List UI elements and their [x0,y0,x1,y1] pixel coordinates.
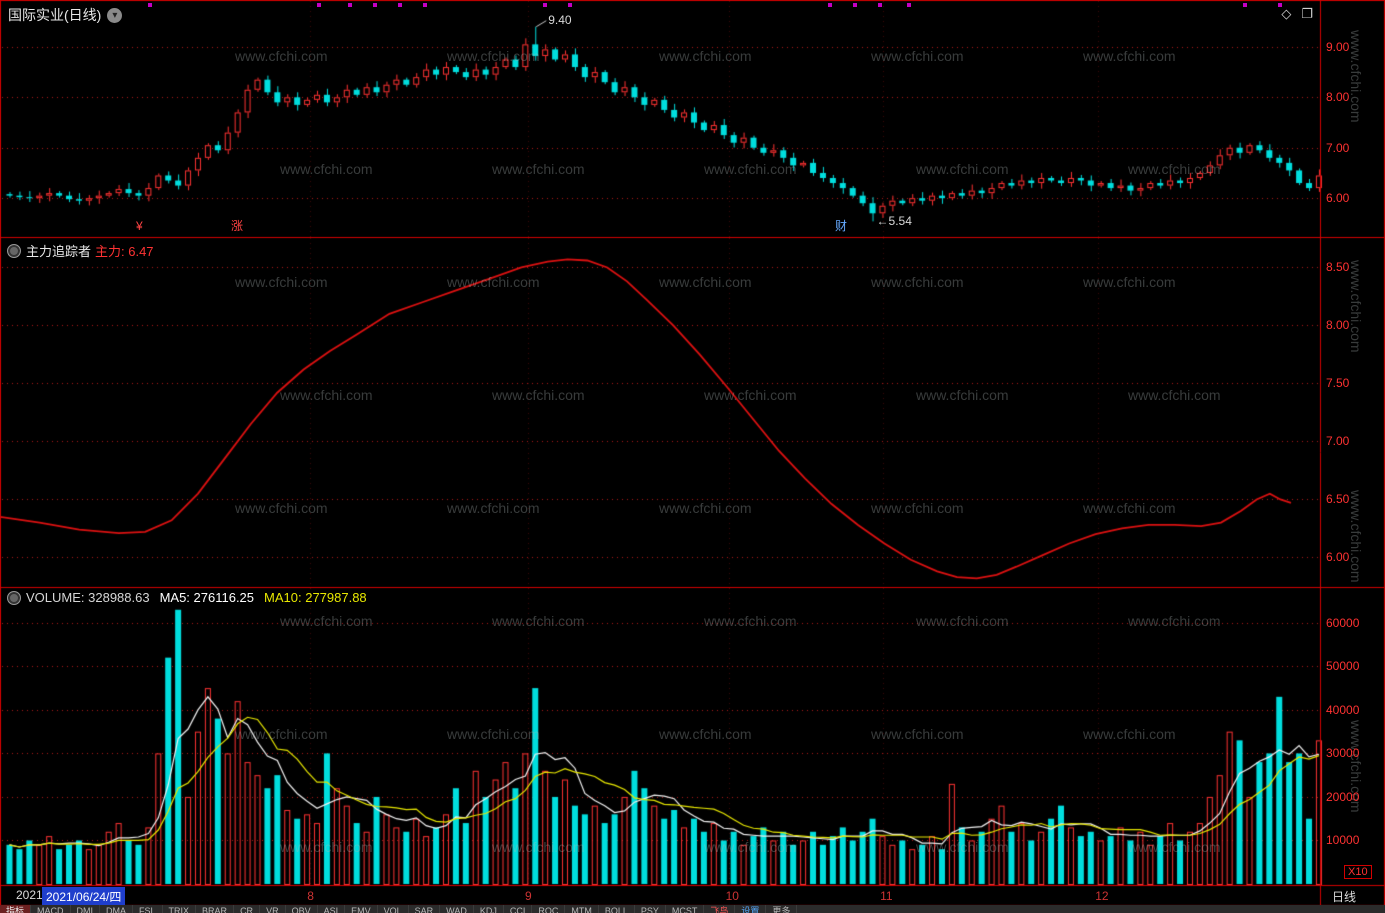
timeline-month-label: 11 [880,889,893,903]
toolbar-item[interactable]: EMV [345,905,378,913]
alert-dot [347,3,352,7]
indicator-eye-icon[interactable] [7,243,21,258]
diamond-icon[interactable]: ◇ [1281,6,1292,21]
toolbar-item[interactable]: MCST [666,905,705,913]
alert-dot [907,3,912,7]
tracker-value: 主力: 6.47 [95,244,154,259]
timeline-year: 2021 [16,888,43,902]
toolbar-item[interactable]: ROC [532,905,566,913]
alert-dot [828,3,833,7]
indicator-toolbar: 指标 MACD DMI DMA FSL TRIX BRAR CR VR OBV ASI EMV VOL S… [0,905,1385,913]
tracker-title: 主力追踪者 [26,244,92,259]
axis-tick-label: 6.00 [1326,191,1350,206]
axis-tick-label: 6.50 [1326,492,1350,507]
toolbar-item[interactable]: CCI [504,905,533,913]
event-marker[interactable]: 财 [835,219,848,233]
event-marker[interactable]: ¥ [136,219,143,233]
stock-title: 国际实业(日线) [8,7,102,23]
timeline-date-highlight: 2021/06/24/四 [42,887,126,906]
timeline-month-label: 8 [307,889,314,903]
low-price-annotation: ←5.54 [876,214,912,229]
timeline-month-label: 9 [525,889,532,903]
axis-tick-label: 9.00 [1326,39,1350,54]
panel-layout-icon[interactable]: ❐ [1301,6,1313,21]
axis-tick-label: 10000 [1326,833,1360,848]
toolbar-item[interactable]: DMI [71,905,101,913]
axis-tick-label: 40000 [1326,702,1360,717]
alert-dot [853,3,858,7]
toolbar-item[interactable]: KDJ [474,905,504,913]
window-corner-icons: ◇ ❐ [1281,6,1313,22]
event-marker[interactable]: 涨 [231,219,244,233]
toolbar-item[interactable]: 指标 [0,905,32,913]
toolbar-item[interactable]: WAD [440,905,474,913]
volume-ma10-label: MA10: 277987.88 [264,590,367,605]
toolbar-item[interactable]: MACD [31,905,71,913]
axis-tick-label: 7.00 [1326,434,1350,449]
axis-tick-label: 8.00 [1326,318,1350,333]
tracker-indicator-header: 主力追踪者 主力: 6.47 [7,241,154,260]
toolbar-item[interactable]: BRAR [196,905,235,913]
toolbar-item[interactable]: SAR [409,905,441,913]
alert-dot [878,3,883,7]
toolbar-item[interactable]: 设置 [735,905,767,913]
axis-tick-label: 8.50 [1326,260,1350,275]
alert-dot [1242,3,1247,7]
toolbar-item[interactable]: VOL [378,905,409,913]
toolbar-item[interactable]: PSY [635,905,666,913]
volume-indicator-header: VOLUME: 328988.63 MA5: 276116.25 MA10: 2… [7,590,367,605]
toolbar-item[interactable]: BOLL [599,905,635,913]
volume-ma5-label: MA5: 276116.25 [159,590,255,605]
axis-tick-label: 30000 [1326,746,1360,761]
indicator-eye-icon[interactable] [7,590,21,605]
timeline-month-label: 12 [1095,889,1109,903]
alert-dot [568,3,573,7]
toolbar-item[interactable]: CR [234,905,261,913]
toolbar-item[interactable]: 飞鸟 [704,905,736,913]
toolbar-item[interactable]: TRIX [163,905,197,913]
axis-tick-label: 7.00 [1326,140,1350,155]
chart-title-bar: 国际实业(日线) ▾ [8,5,123,25]
alert-dot [397,3,402,7]
axis-tick-label: 60000 [1326,615,1360,630]
toolbar-item[interactable]: FSL [133,905,163,913]
toolbar-item[interactable]: ASI [318,905,346,913]
toolbar-item[interactable]: DMA [100,905,134,913]
period-label[interactable]: 日线 [1332,890,1357,904]
alert-dot [1278,3,1283,7]
axis-tick-label: 20000 [1326,789,1360,804]
axis-tick-label: 7.50 [1326,376,1350,391]
alert-dot [372,3,377,7]
toolbar-item[interactable]: 更多 [766,905,798,913]
timeline-bar[interactable]: 2021 2021/06/24/四 [0,886,1320,906]
alert-dot [148,3,153,7]
axis-tick-label: 6.00 [1326,550,1350,565]
high-price-annotation: 9.40 [548,12,572,27]
volume-label: VOLUME: 328988.63 [26,590,150,605]
title-dropdown-icon[interactable]: ▾ [107,7,123,23]
toolbar-item[interactable]: OBV [286,905,318,913]
alert-dot [317,3,322,7]
alert-dot [543,3,548,7]
timeline-month-label: 10 [725,889,739,903]
axis-tick-label: 8.00 [1326,90,1350,105]
alert-dot [423,3,428,7]
toolbar-item[interactable]: MTM [565,905,599,913]
volume-unit-badge: X10 [1344,865,1372,879]
toolbar-item[interactable]: VR [260,905,286,913]
axis-tick-label: 50000 [1326,659,1360,674]
